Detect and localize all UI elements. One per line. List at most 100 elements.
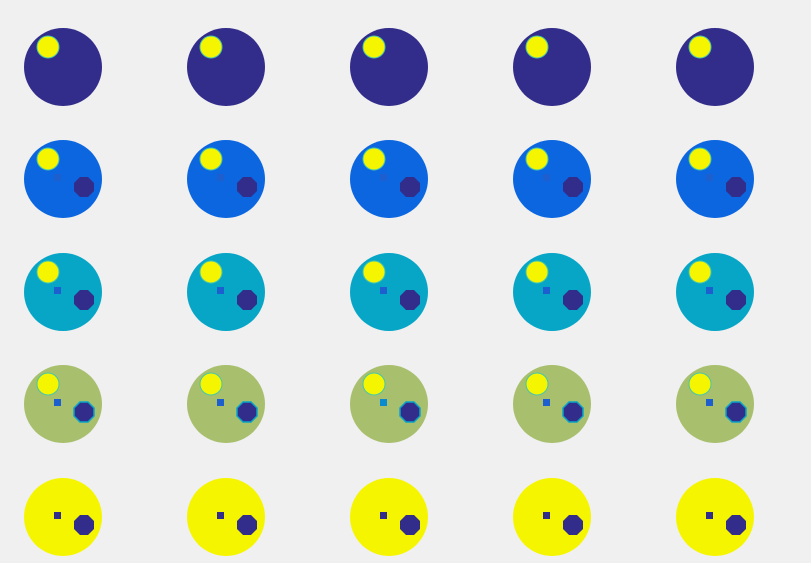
small-square <box>706 287 713 294</box>
octagon-blob <box>237 177 257 197</box>
highlight-spot <box>525 35 549 59</box>
disk-tile <box>187 365 265 443</box>
highlight-spot <box>362 35 386 59</box>
highlight-spot <box>36 147 60 171</box>
small-square <box>380 174 387 181</box>
disk-tile <box>187 253 265 331</box>
disk-tile <box>187 478 265 556</box>
disk-tile <box>676 140 754 218</box>
disk-tile <box>24 28 102 106</box>
small-square <box>380 287 387 294</box>
disk <box>676 253 754 331</box>
octagon-blob <box>726 515 746 535</box>
octagon-blob <box>726 290 746 310</box>
disk-tile <box>350 253 428 331</box>
octagon-blob <box>237 515 257 535</box>
octagon-blob <box>73 401 95 423</box>
disk-tile <box>676 28 754 106</box>
octagon-blob <box>725 401 747 423</box>
disk <box>676 478 754 556</box>
small-square <box>543 512 550 519</box>
highlight-spot <box>199 260 223 284</box>
small-square <box>217 287 224 294</box>
small-square <box>706 512 713 519</box>
octagon-blob <box>563 290 583 310</box>
disk-tile <box>187 28 265 106</box>
highlight-spot <box>525 260 549 284</box>
disk-tile <box>513 253 591 331</box>
highlight-spot <box>688 372 712 396</box>
disk-tile <box>350 140 428 218</box>
octagon-blob <box>237 290 257 310</box>
highlight-spot <box>36 35 60 59</box>
disk-tile <box>513 140 591 218</box>
highlight-spot <box>199 35 223 59</box>
disk-tile <box>350 28 428 106</box>
disk <box>24 28 102 106</box>
octagon-blob <box>726 177 746 197</box>
small-square <box>54 512 61 519</box>
disk <box>513 140 591 218</box>
disk <box>24 478 102 556</box>
highlight-spot <box>525 372 549 396</box>
octagon-blob <box>400 515 420 535</box>
small-square <box>54 399 61 406</box>
disk <box>513 28 591 106</box>
highlight-spot <box>362 147 386 171</box>
disk-tile <box>24 365 102 443</box>
disk-tile <box>24 253 102 331</box>
octagon-blob <box>563 177 583 197</box>
small-square <box>706 174 713 181</box>
disk <box>24 253 102 331</box>
small-square <box>217 399 224 406</box>
highlight-spot <box>688 260 712 284</box>
disk <box>350 478 428 556</box>
octagon-blob <box>236 401 258 423</box>
octagon-blob <box>74 177 94 197</box>
disk <box>513 253 591 331</box>
small-square <box>54 174 61 181</box>
disk-tile <box>350 478 428 556</box>
disk <box>513 478 591 556</box>
highlight-spot <box>362 260 386 284</box>
disk-tile <box>24 478 102 556</box>
disk <box>187 478 265 556</box>
highlight-spot <box>199 147 223 171</box>
octagon-blob <box>74 290 94 310</box>
octagon-blob <box>399 401 421 423</box>
highlight-spot <box>525 147 549 171</box>
disk <box>350 253 428 331</box>
small-square <box>380 399 387 406</box>
disk <box>676 28 754 106</box>
disk-tile <box>187 140 265 218</box>
small-square <box>706 399 713 406</box>
small-square <box>543 287 550 294</box>
highlight-spot <box>688 147 712 171</box>
disk-tile <box>24 140 102 218</box>
small-square <box>217 512 224 519</box>
disk-tile <box>513 478 591 556</box>
disk <box>350 28 428 106</box>
small-square <box>54 287 61 294</box>
disk <box>24 140 102 218</box>
disk <box>676 140 754 218</box>
highlight-spot <box>688 35 712 59</box>
small-square <box>543 399 550 406</box>
disk-tile <box>676 365 754 443</box>
disk <box>187 253 265 331</box>
highlight-spot <box>36 260 60 284</box>
octagon-blob <box>400 290 420 310</box>
disk <box>187 140 265 218</box>
octagon-blob <box>562 401 584 423</box>
octagon-blob <box>400 177 420 197</box>
disk-tile <box>676 253 754 331</box>
disk-tile <box>513 365 591 443</box>
disk-tile <box>513 28 591 106</box>
small-square <box>217 174 224 181</box>
highlight-spot <box>199 372 223 396</box>
highlight-spot <box>362 372 386 396</box>
octagon-blob <box>74 515 94 535</box>
small-square <box>380 512 387 519</box>
highlight-spot <box>36 372 60 396</box>
